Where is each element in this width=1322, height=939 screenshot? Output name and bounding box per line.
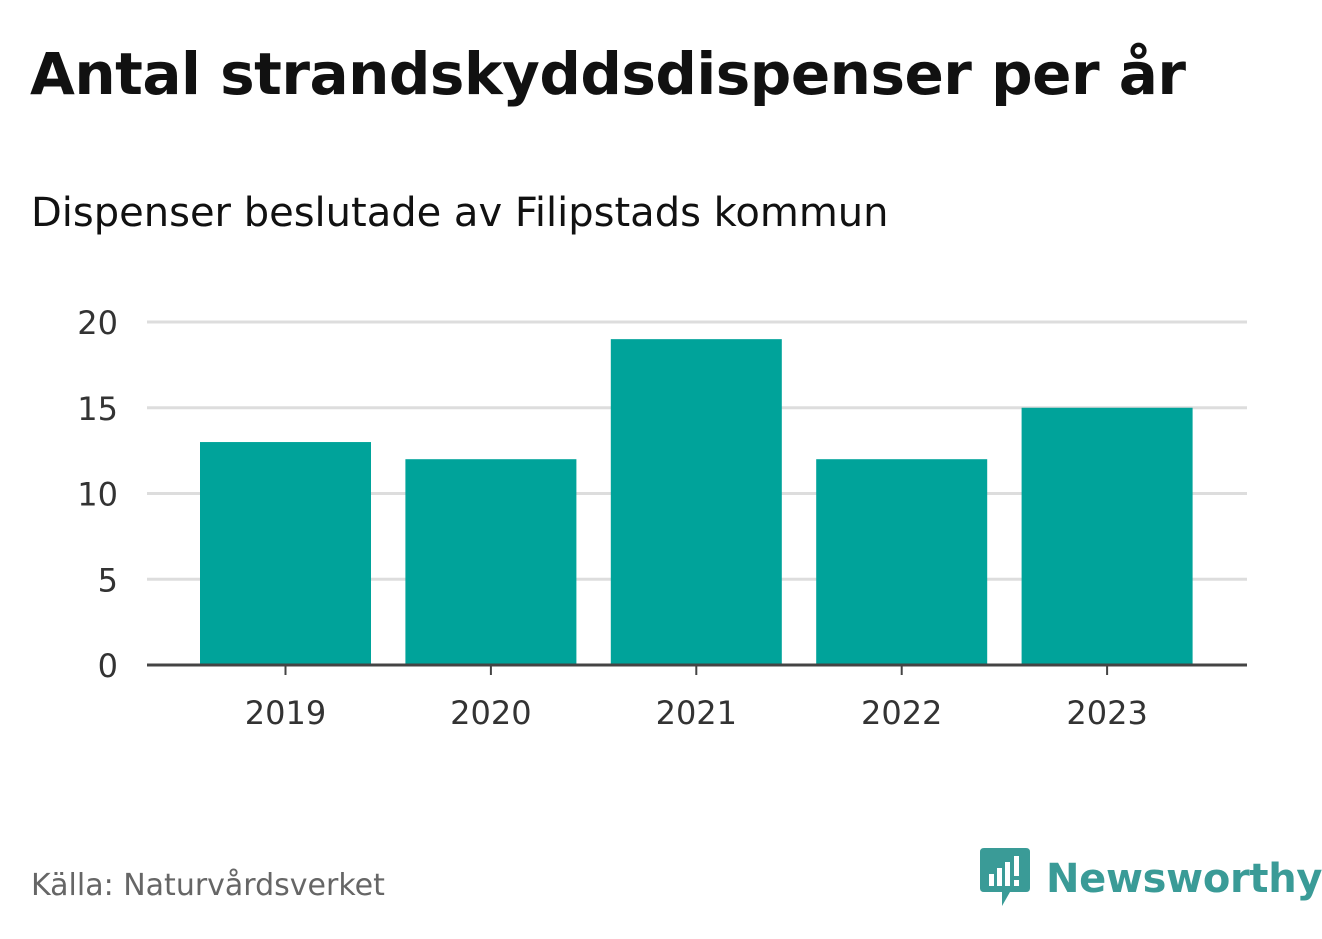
chart-subtitle: Dispenser beslutade av Filipstads kommun (31, 190, 889, 236)
y-tick-label-5: 5 (98, 561, 118, 599)
x-tick-label-2019: 2019 (245, 694, 326, 732)
brand-logo: Newsworthy (980, 848, 1322, 910)
y-tick-label-15: 15 (77, 390, 118, 428)
y-tick-label-20: 20 (77, 304, 118, 342)
bar-2019 (200, 442, 371, 665)
bar-2021 (610, 339, 782, 665)
source-note: Källa: Naturvårdsverket (31, 868, 385, 903)
y-tick-label-0: 0 (98, 647, 118, 685)
chart-title: Antal strandskyddsdispenser per år (30, 40, 1186, 108)
x-tick-label-2020: 2020 (450, 694, 531, 732)
y-tick-label-10: 10 (77, 476, 118, 514)
bar-2023 (1021, 407, 1193, 665)
x-tick-label-2022: 2022 (861, 694, 942, 732)
bar-2022 (816, 459, 988, 665)
x-tick-label-2021: 2021 (656, 694, 737, 732)
x-tick-label-2023: 2023 (1066, 694, 1147, 732)
brand-name: Newsworthy (1046, 856, 1322, 902)
bar-2020 (405, 459, 577, 665)
bar-chart: 0 5 10 15 20 2019 2020 2021 2022 2023 (77, 304, 1247, 732)
newsworthy-logo-icon (980, 848, 1030, 906)
